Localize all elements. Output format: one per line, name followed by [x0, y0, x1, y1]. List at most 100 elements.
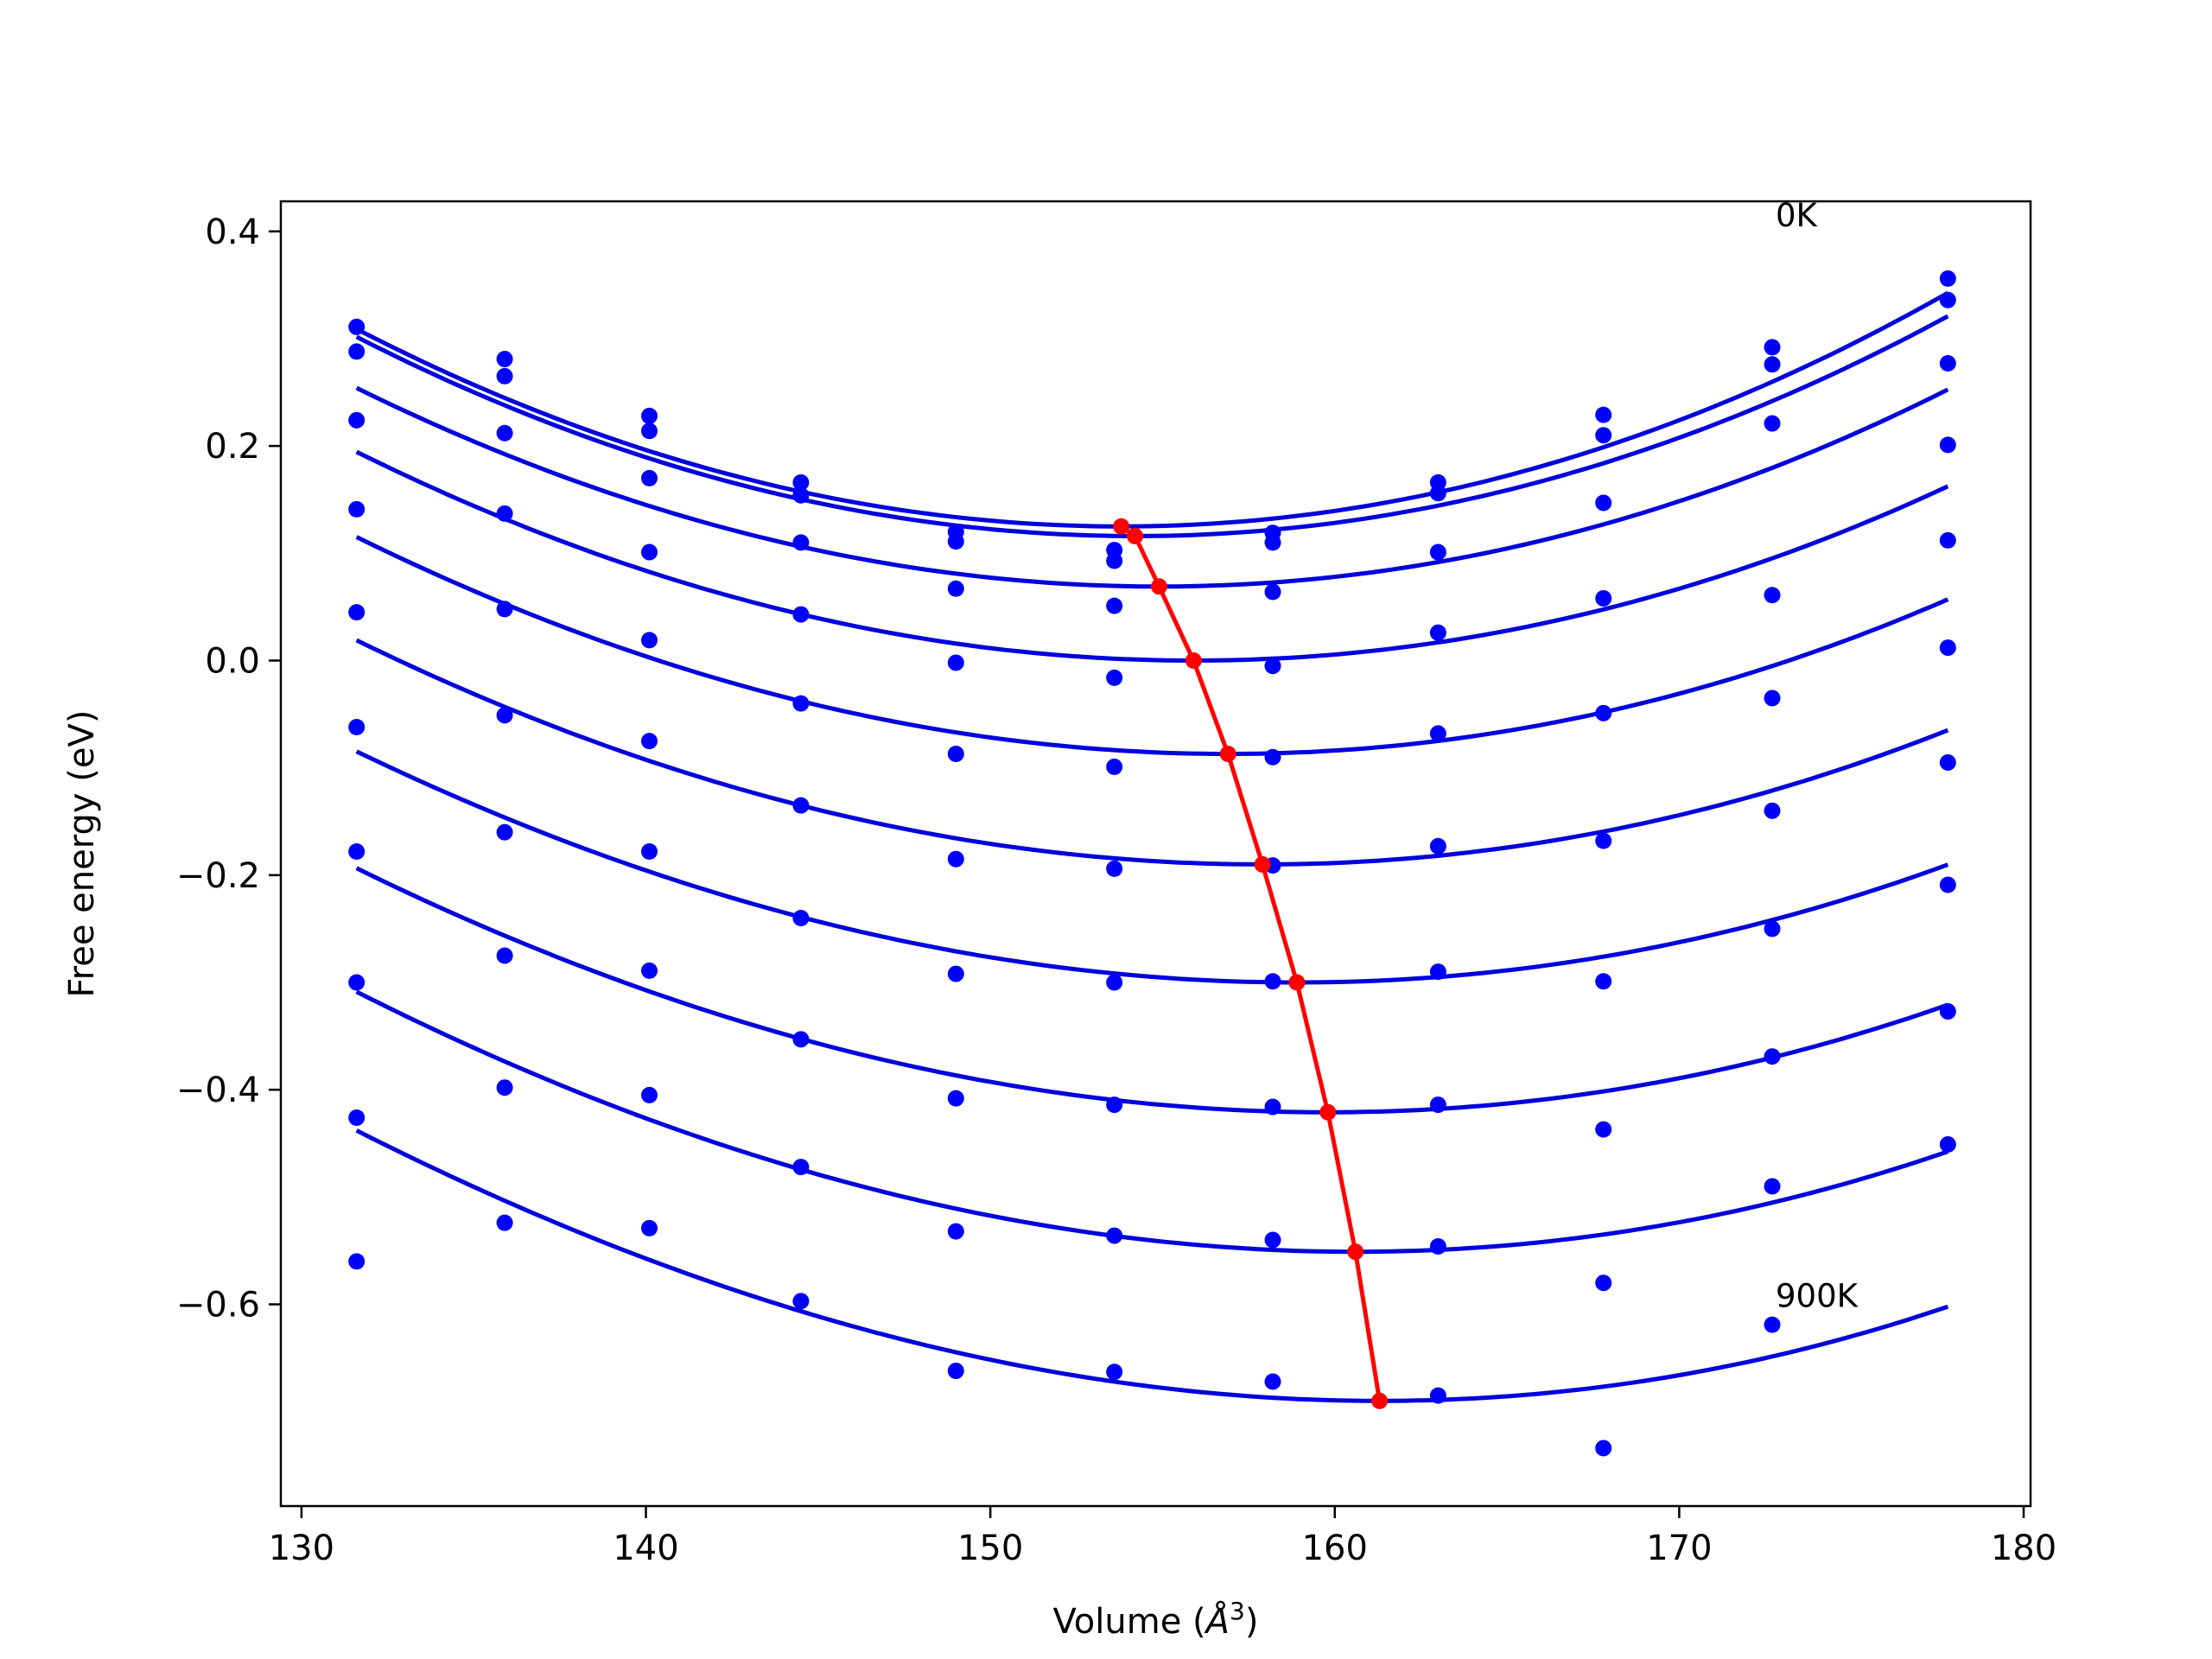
data-point — [792, 606, 810, 623]
minimum-point — [1254, 855, 1271, 873]
data-point — [1595, 494, 1612, 512]
data-point — [1939, 639, 1956, 657]
fit-curve-5 — [355, 638, 1949, 867]
x-axis-label-close: ) — [1245, 1602, 1259, 1642]
fit-curve-6 — [355, 749, 1949, 985]
data-point — [1939, 876, 1956, 893]
fit-curve-7 — [355, 866, 1949, 1115]
y-axis-label: Free energy (eV) — [62, 710, 102, 998]
data-point — [496, 505, 513, 522]
data-point — [792, 534, 810, 551]
data-point — [641, 733, 658, 750]
data-point — [1764, 356, 1781, 373]
data-point — [1595, 704, 1612, 721]
minimum-point — [1347, 1243, 1364, 1261]
data-point — [947, 965, 964, 982]
data-points — [348, 270, 1956, 1457]
data-point — [496, 367, 513, 385]
data-point — [348, 1253, 365, 1270]
data-point — [1764, 690, 1781, 707]
data-point — [641, 962, 658, 979]
data-point — [348, 343, 365, 360]
data-point — [792, 474, 810, 491]
data-point — [792, 1293, 810, 1310]
data-point — [947, 580, 964, 597]
data-point — [792, 1031, 810, 1048]
x-tick-label: 130 — [269, 1529, 334, 1568]
y-axis: 0.4 0.2 0.0 −0.2 −0.4 −0.6 — [176, 213, 281, 1325]
data-point — [1264, 1373, 1281, 1390]
data-point — [947, 746, 964, 763]
minimum-path — [1113, 518, 1389, 1409]
x-tick-label: 180 — [1991, 1529, 2056, 1568]
data-point — [1764, 802, 1781, 819]
data-point — [348, 718, 365, 735]
data-point — [1106, 597, 1123, 614]
data-point — [496, 601, 513, 618]
y-tick-label: −0.6 — [176, 1286, 260, 1325]
data-point — [1264, 534, 1281, 551]
minimum-point — [1185, 652, 1202, 669]
data-point — [348, 1109, 365, 1126]
data-point — [1429, 543, 1446, 561]
annotations: 0K 900K — [1776, 197, 1859, 1314]
x-axis-label-exponent: 3 — [1230, 1597, 1245, 1625]
curve-annotation: 900K — [1776, 1278, 1859, 1315]
data-point — [641, 843, 658, 861]
minimum-point — [1288, 974, 1306, 991]
x-axis-label-unit: Å — [1204, 1600, 1230, 1642]
data-point — [1595, 973, 1612, 990]
data-point — [1264, 658, 1281, 675]
data-point — [1429, 963, 1446, 981]
data-point — [947, 533, 964, 550]
plot-frame — [279, 200, 2032, 1508]
data-point — [1595, 406, 1612, 423]
data-point — [1429, 1096, 1446, 1114]
data-point — [641, 543, 658, 561]
data-point — [1106, 1096, 1123, 1114]
data-point — [1429, 725, 1446, 742]
data-point — [792, 797, 810, 814]
data-point — [348, 974, 365, 991]
data-point — [1106, 1363, 1123, 1381]
data-point — [947, 654, 964, 671]
data-point — [348, 843, 365, 861]
data-point — [348, 500, 365, 518]
data-point — [496, 1214, 513, 1231]
data-point — [1264, 1098, 1281, 1116]
data-point — [1595, 1274, 1612, 1292]
data-point — [348, 411, 365, 429]
minimum-point — [1371, 1392, 1389, 1409]
fit-curve-0 — [355, 290, 1949, 529]
minimum-point — [1219, 746, 1236, 763]
data-point — [792, 486, 810, 504]
data-point — [1939, 270, 1956, 287]
data-point — [1939, 355, 1956, 372]
data-point — [641, 407, 658, 424]
minimum-point — [1319, 1103, 1337, 1121]
data-point — [496, 424, 513, 442]
data-point — [1764, 339, 1781, 356]
data-point — [1595, 1121, 1612, 1138]
data-point — [641, 632, 658, 649]
fit-curve-9 — [355, 1128, 1949, 1403]
data-point — [1595, 1440, 1612, 1457]
data-point — [496, 947, 513, 964]
data-point — [1939, 436, 1956, 454]
x-axis-label-text: Volume ( — [1053, 1602, 1206, 1642]
data-point — [496, 823, 513, 841]
data-point — [1106, 758, 1123, 775]
data-point — [1764, 920, 1781, 938]
data-point — [1106, 974, 1123, 991]
data-point — [792, 695, 810, 712]
data-point — [1595, 589, 1612, 607]
data-point — [1264, 1231, 1281, 1249]
data-point — [1939, 1136, 1956, 1154]
y-tick-label: 0.2 — [205, 427, 260, 467]
data-point — [348, 604, 365, 621]
data-point — [1939, 1003, 1956, 1020]
data-point — [641, 423, 658, 440]
data-point — [1764, 1048, 1781, 1065]
data-point — [496, 707, 513, 724]
